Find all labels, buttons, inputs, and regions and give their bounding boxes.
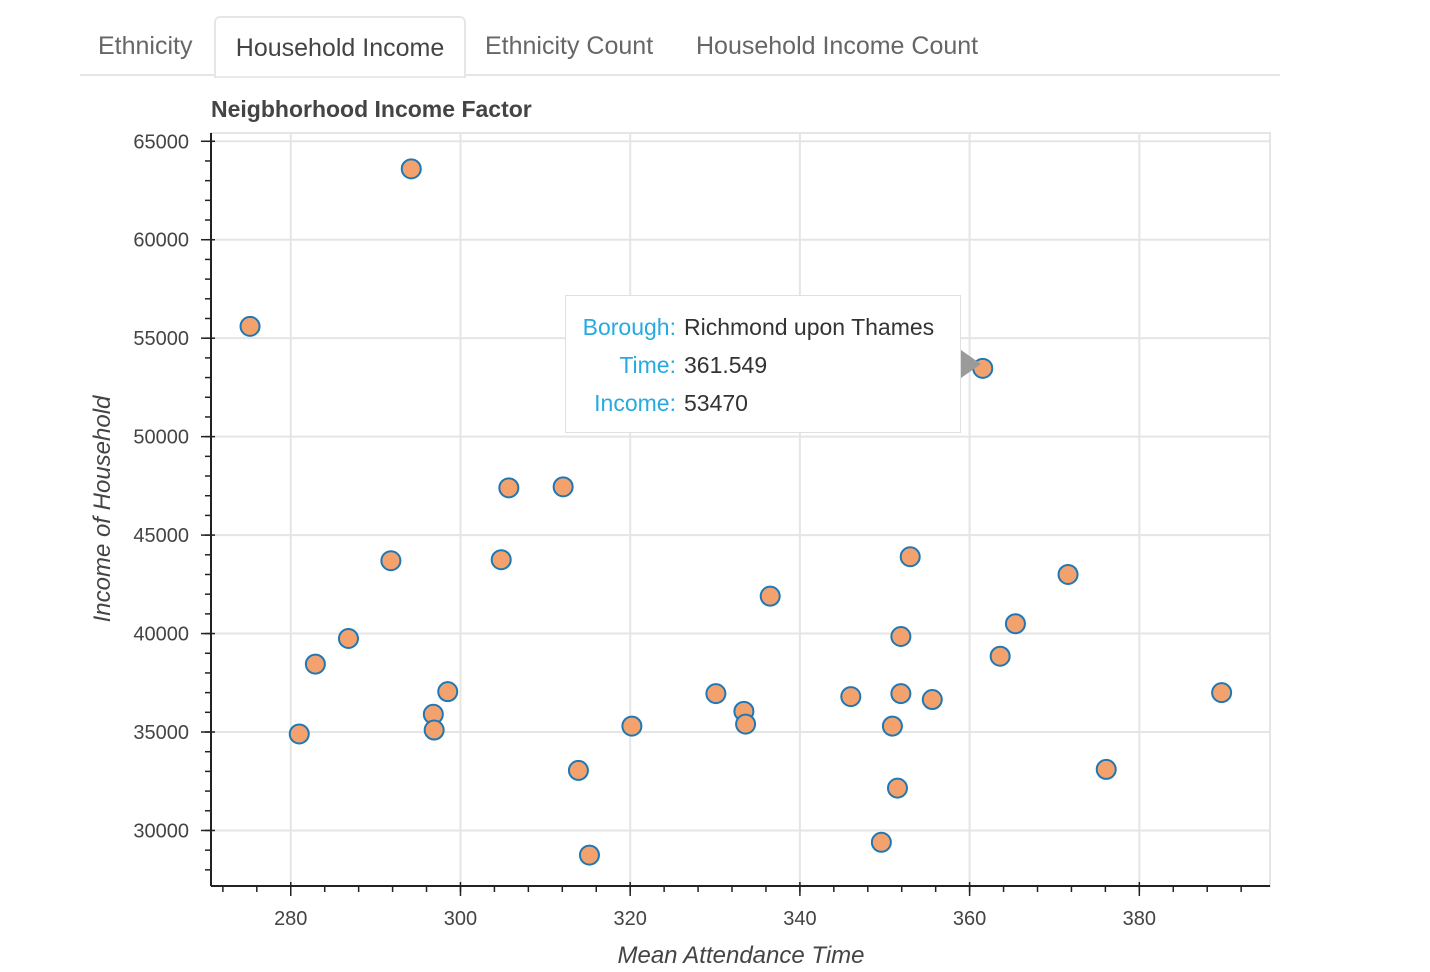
y-tick-label: 50000 <box>133 427 189 449</box>
tab-household-income-count[interactable]: Household Income Count <box>696 32 979 60</box>
hover-tooltip: Borough: Richmond upon Thames Time: 361.… <box>565 295 961 433</box>
scatter-point[interactable] <box>437 681 459 703</box>
x-tick-label: 380 <box>1123 908 1156 930</box>
scatter-point[interactable] <box>921 689 943 711</box>
tooltip-row-income: Income: 53470 <box>566 384 960 422</box>
scatter-point[interactable] <box>1211 682 1233 704</box>
scatter-point[interactable] <box>870 831 892 853</box>
tooltip-key: Time: <box>619 352 676 378</box>
scatter-point[interactable] <box>490 549 512 571</box>
data-points <box>239 158 1233 866</box>
y-tick-label: 60000 <box>133 230 189 252</box>
tab-household-income[interactable]: Household Income <box>214 16 466 78</box>
grid-lines <box>211 133 1270 886</box>
scatter-point[interactable] <box>423 719 445 741</box>
tooltip-value: 53470 <box>684 390 748 416</box>
scatter-point[interactable] <box>578 844 600 866</box>
scatter-point[interactable] <box>735 713 757 735</box>
scatter-point[interactable] <box>705 683 727 705</box>
tab-bar: Ethnicity Household Income Ethnicity Cou… <box>80 16 1280 78</box>
tooltip-key: Borough: <box>582 314 676 340</box>
chart-title: Neigbhorhood Income Factor <box>211 96 532 122</box>
tooltip-value: 361.549 <box>684 352 768 378</box>
tab-ethnicity-count[interactable]: Ethnicity Count <box>485 32 654 60</box>
scatter-point[interactable] <box>1095 758 1117 780</box>
scatter-point[interactable] <box>552 476 574 498</box>
scatter-point[interactable] <box>840 686 862 708</box>
y-tick-label: 35000 <box>133 722 189 744</box>
scatter-point[interactable] <box>989 645 1011 667</box>
scatter-point[interactable] <box>621 715 643 737</box>
scatter-point[interactable] <box>1057 563 1079 585</box>
scatter-point[interactable] <box>380 550 402 572</box>
x-tick-label: 280 <box>274 908 307 930</box>
scatter-point[interactable] <box>886 777 908 799</box>
y-tick-label: 30000 <box>133 820 189 842</box>
tab-ethnicity[interactable]: Ethnicity <box>98 32 193 60</box>
scatter-point[interactable] <box>899 546 921 568</box>
x-tick-label: 300 <box>444 908 477 930</box>
tooltip-key: Income: <box>594 390 676 416</box>
y-tick-label: 55000 <box>133 328 189 350</box>
tooltip-pointer <box>961 350 981 378</box>
tooltip-value: Richmond upon Thames <box>684 314 935 340</box>
scatter-point[interactable] <box>567 759 589 781</box>
scatter-point[interactable] <box>337 627 359 649</box>
x-tick-label: 360 <box>953 908 986 930</box>
scatter-point[interactable] <box>239 315 261 337</box>
x-tick-label: 320 <box>614 908 647 930</box>
scatter-point[interactable] <box>890 626 912 648</box>
y-axis-label: Income of Household <box>89 395 116 622</box>
tooltip-row-borough: Borough: Richmond upon Thames <box>566 308 960 346</box>
y-tick-label: 65000 <box>133 131 189 153</box>
x-tick-label: 340 <box>783 908 816 930</box>
scatter-point[interactable] <box>498 477 520 499</box>
y-tick-label: 45000 <box>133 525 189 547</box>
scatter-point[interactable] <box>759 585 781 607</box>
x-axis-label: Mean Attendance Time <box>617 942 864 969</box>
y-tick-label: 40000 <box>133 624 189 646</box>
scatter-point[interactable] <box>890 683 912 705</box>
axes: 280 300 320 340 360 380 30000 35000 40000 45000 50… <box>133 131 1270 930</box>
scatter-point[interactable] <box>288 723 310 745</box>
scatter-point[interactable] <box>1004 613 1026 635</box>
tooltip-row-time: Time: 361.549 <box>566 346 960 384</box>
scatter-point[interactable] <box>881 715 903 737</box>
scatter-point[interactable] <box>304 653 326 675</box>
scatter-point[interactable] <box>400 158 422 180</box>
